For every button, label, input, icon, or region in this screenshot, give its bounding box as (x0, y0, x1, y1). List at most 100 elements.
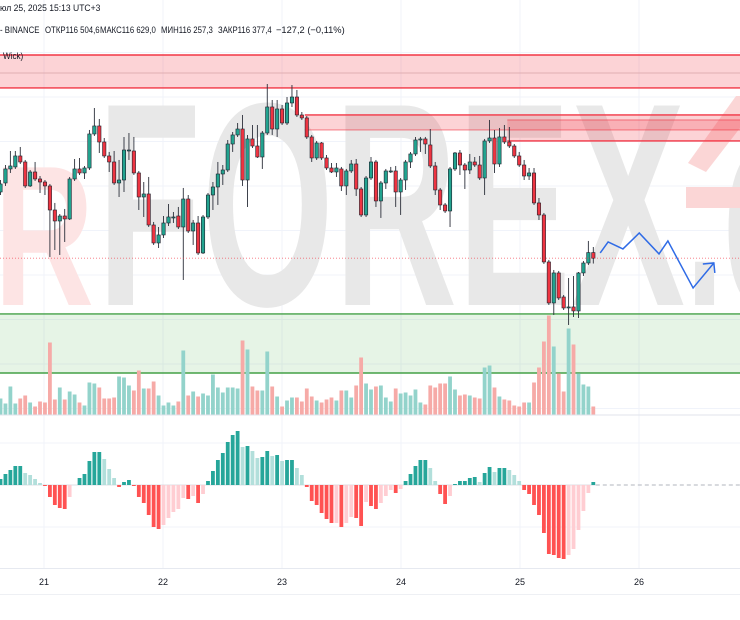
candle (57, 213, 62, 255)
candle (532, 167, 537, 205)
candle (457, 149, 462, 175)
volume-bar (136, 370, 141, 415)
macd-bar (265, 451, 270, 485)
candle-body (497, 136, 502, 165)
macd-bar (220, 453, 225, 485)
volume-bar (507, 400, 512, 415)
macd-bar (18, 466, 23, 485)
volume-bar (374, 386, 378, 415)
macd-bar (87, 461, 92, 485)
volume-bar (181, 350, 186, 415)
volume-bar (551, 346, 556, 415)
candle (107, 151, 112, 172)
candle-body (373, 161, 378, 202)
candle-body (591, 252, 596, 259)
volume-bar (82, 405, 87, 415)
macd-bar (576, 485, 581, 530)
candle (28, 169, 33, 187)
candle (245, 134, 250, 207)
macd-bar (112, 478, 117, 485)
candle-body (47, 185, 52, 211)
candle-body (393, 170, 398, 193)
macd-bar (517, 481, 522, 485)
macd-bar (383, 485, 388, 496)
macd-bar (561, 485, 566, 559)
candle-body (141, 193, 146, 198)
candle-body (443, 204, 448, 212)
time-axis[interactable]: 21 22 23 24 25 26 (0, 568, 740, 595)
candle (112, 150, 117, 185)
candle-body (52, 209, 57, 222)
candle (82, 165, 87, 179)
candle (72, 158, 77, 181)
volume-bar (215, 387, 220, 415)
volume-bar (230, 387, 235, 415)
macd-bar (527, 485, 531, 494)
volume-bar (62, 399, 67, 415)
candle (117, 159, 122, 197)
candle (359, 186, 364, 217)
macd-bar (285, 460, 289, 485)
candle (339, 166, 344, 191)
volume-bar (591, 406, 596, 415)
candle-body (408, 153, 413, 163)
candle-body (82, 167, 87, 174)
volume-bar (532, 382, 536, 415)
candle-body (576, 272, 581, 312)
candle-body (210, 186, 215, 196)
volume-bar (319, 402, 324, 415)
candle-body (487, 137, 492, 142)
macd-bar (349, 485, 354, 517)
macd-bar (453, 484, 457, 485)
candle (289, 84, 294, 107)
candle (452, 151, 457, 171)
candle-body (571, 306, 576, 312)
candle (186, 194, 191, 233)
candle-body (452, 152, 457, 170)
candle-body (403, 161, 408, 181)
volume-bar (92, 383, 97, 415)
macd-bar (393, 485, 398, 493)
candle (364, 175, 369, 217)
candle (344, 168, 349, 195)
candle (368, 156, 373, 180)
candle-body (368, 161, 373, 179)
candle-body (77, 168, 82, 174)
volume-bar (235, 388, 240, 415)
macd-bar (299, 475, 304, 485)
time-label-25: 25 (514, 577, 526, 587)
candle (581, 260, 586, 276)
legend-exchange[interactable]: - BINANCE (0, 25, 40, 36)
macd-bar (467, 478, 472, 485)
macd-bar (329, 485, 334, 523)
volume-bar (131, 390, 136, 415)
candle (235, 122, 240, 137)
candle-body (136, 172, 141, 198)
candle (136, 170, 141, 210)
candle-body (151, 224, 156, 244)
volume-bar (403, 392, 408, 415)
volume-bar (556, 373, 561, 415)
resistance-zone-fill (0, 54, 740, 88)
volume-bar (344, 390, 349, 415)
volume-bar (339, 390, 344, 415)
zone-label: Wick) (3, 51, 24, 61)
candle-body (131, 150, 136, 174)
legend-close: ЗАКР116 377,4 (218, 25, 272, 37)
candle-body (3, 168, 8, 184)
candle-body (220, 169, 225, 175)
candle (349, 159, 354, 173)
macd-bar (131, 485, 136, 486)
macd-bar (324, 485, 329, 519)
candle-body (102, 141, 107, 157)
candle-body (250, 138, 255, 147)
resistance-zone-b (507, 119, 740, 142)
candle-body (309, 136, 314, 159)
arrowhead-icon (702, 262, 716, 274)
watermark-forex: FOREX (97, 43, 686, 367)
candle (309, 134, 314, 162)
candle (324, 154, 329, 170)
macd-bar (38, 483, 42, 485)
